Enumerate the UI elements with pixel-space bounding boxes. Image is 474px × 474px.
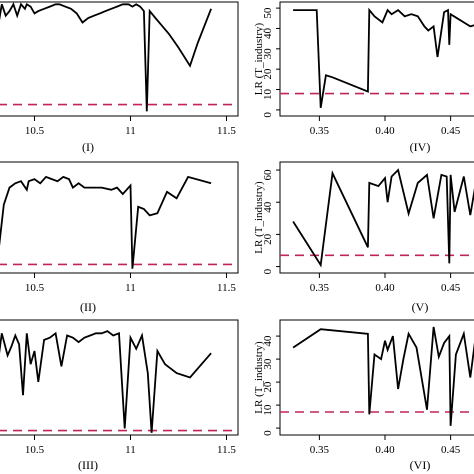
- series-line: [0, 330, 212, 433]
- x-tick-label: 10.5: [25, 444, 45, 456]
- x-tick-label: 0.40: [375, 282, 395, 294]
- y-tick-label: 30: [262, 48, 274, 60]
- plot-frame: [0, 1, 239, 117]
- x-tick-label: 11: [125, 444, 136, 456]
- x-tick-label: 0.35: [310, 444, 330, 456]
- x-tick-label: 0.35: [310, 282, 330, 294]
- y-tick-label: 40: [262, 27, 274, 39]
- y-tick-label: 50: [262, 7, 274, 19]
- panel-label: (VI): [410, 458, 431, 472]
- y-axis-label: LR (T_industry): [253, 341, 265, 414]
- panel-label: (III): [78, 458, 98, 472]
- y-tick-label: 40: [262, 335, 274, 347]
- y-tick-label: 20: [262, 381, 274, 393]
- x-tick-label: 11.5: [217, 444, 236, 456]
- x-tick-label: 11: [125, 125, 136, 137]
- panel-label: (IV): [410, 140, 431, 154]
- x-tick-label: 0.45: [441, 125, 461, 137]
- panel-5: 10.5 11 11.5 (III): [0, 319, 239, 472]
- x-tick-label: 10.5: [25, 125, 45, 137]
- series-line: [0, 2, 212, 112]
- y-tick-label: 60: [262, 169, 274, 181]
- panel-label: (II): [80, 300, 96, 314]
- y-tick-label: 20: [262, 233, 274, 245]
- panel-1: 10.5 11 11.5 (I): [0, 1, 239, 154]
- y-axis-label: LR (T_industry): [253, 181, 265, 254]
- x-tick-label: 0.45: [441, 444, 461, 456]
- x-tick-label: 11: [125, 282, 136, 294]
- y-tick-label: 0: [262, 430, 274, 436]
- x-tick-label: 0.35: [310, 125, 330, 137]
- plot-frame: [0, 161, 239, 274]
- x-tick-label: 0.45: [441, 282, 461, 294]
- plot-frame: [0, 319, 239, 436]
- x-tick-label: 11.5: [217, 125, 236, 137]
- y-tick-label: 10: [262, 404, 274, 416]
- y-tick-label: 40: [262, 201, 274, 213]
- x-tick-label: 11.5: [217, 282, 236, 294]
- panel-label: (V): [412, 300, 429, 314]
- y-axis-label: LR (T_industry): [253, 22, 265, 95]
- x-tick-label: 0.40: [375, 444, 395, 456]
- series-line: [292, 326, 474, 426]
- panel-2: 0.35 0.40 0.45 0 10 20 30 40 50 LR (T_industry) (I…: [253, 1, 474, 154]
- panel-label: (I): [82, 140, 94, 154]
- series-line: [293, 7, 474, 109]
- y-tick-label: 0: [262, 268, 274, 274]
- x-tick-label: 10.5: [25, 282, 45, 294]
- y-tick-label: 20: [262, 68, 274, 80]
- series-line: [0, 175, 212, 269]
- series-line: [292, 168, 474, 268]
- y-tick-label: 30: [262, 358, 274, 370]
- y-tick-label: 0: [262, 112, 274, 118]
- x-tick-label: 0.40: [375, 125, 395, 137]
- plot-frame: [279, 161, 474, 274]
- panel-3: 10.5 11 11.5 (II): [0, 161, 239, 314]
- y-tick-label: 10: [262, 89, 274, 101]
